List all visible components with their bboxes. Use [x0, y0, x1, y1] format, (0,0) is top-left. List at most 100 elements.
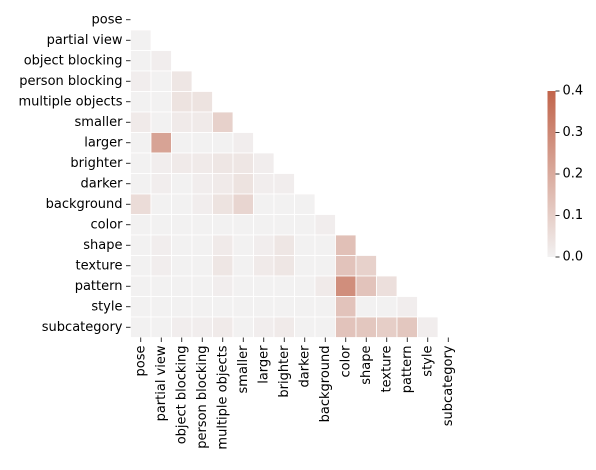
heatmap-cell	[232, 152, 254, 174]
heatmap-cell	[253, 255, 275, 277]
row-label: color	[90, 217, 123, 232]
heatmap-cell	[212, 214, 234, 236]
heatmap-cell	[355, 275, 377, 297]
heatmap-cell	[396, 316, 418, 338]
colorbar-tick-label: 0.4	[563, 84, 584, 99]
heatmap-cell	[294, 234, 316, 256]
heatmap-cell	[376, 296, 398, 318]
heatmap-cell	[273, 173, 295, 195]
column-label: pose	[133, 346, 148, 377]
heatmap-cell	[150, 70, 172, 92]
heatmap-cell	[212, 255, 234, 277]
heatmap-cell	[171, 91, 193, 113]
row-label: pose	[92, 12, 123, 27]
heatmap-cell	[130, 173, 152, 195]
heatmap-cell	[376, 316, 398, 338]
heatmap-cell	[294, 296, 316, 318]
heatmap-cell	[212, 275, 234, 297]
heatmap-cell	[150, 132, 172, 154]
heatmap-cell	[212, 234, 234, 256]
row-label: multiple objects	[18, 94, 122, 109]
heatmap-cell	[191, 152, 213, 174]
heatmap-cell	[232, 132, 254, 154]
heatmap-cell	[171, 193, 193, 215]
heatmap-cell	[130, 296, 152, 318]
column-label: texture	[379, 346, 394, 393]
heatmap-cell	[171, 132, 193, 154]
heatmap-cell	[212, 296, 234, 318]
heatmap-cell	[253, 214, 275, 236]
heatmap-cell	[130, 152, 152, 174]
heatmap-cell	[130, 214, 152, 236]
heatmap-cell	[150, 296, 172, 318]
colorbar-tick-label: 0.0	[563, 250, 584, 265]
row-label: brighter	[70, 156, 123, 171]
column-label: darker	[297, 345, 312, 388]
colorbar-tick-label: 0.1	[563, 208, 584, 223]
heatmap-cell	[171, 234, 193, 256]
heatmap-cell	[314, 234, 336, 256]
colorbar-tick-label: 0.3	[563, 125, 584, 140]
heatmap-cell	[294, 316, 316, 338]
row-label: darker	[81, 176, 124, 191]
heatmap-cell	[335, 255, 357, 277]
heatmap-cell	[273, 296, 295, 318]
heatmap-cell	[335, 296, 357, 318]
heatmap-cell	[232, 234, 254, 256]
row-label: partial view	[47, 33, 123, 48]
heatmap-cell	[150, 255, 172, 277]
row-label: person blocking	[19, 74, 122, 89]
row-label: object blocking	[24, 53, 123, 68]
heatmap-cell	[130, 91, 152, 113]
column-label: larger	[256, 345, 271, 384]
colorbar-gradient	[547, 91, 556, 257]
column-label: object blocking	[174, 346, 189, 445]
row-label: style	[91, 299, 122, 314]
heatmap-cell	[130, 234, 152, 256]
heatmap-cell	[273, 234, 295, 256]
heatmap-cell	[294, 193, 316, 215]
heatmap-cell	[150, 50, 172, 72]
heatmap-cell	[273, 316, 295, 338]
heatmap-cell	[253, 275, 275, 297]
heatmap-cell	[171, 111, 193, 133]
heatmap-cell	[171, 70, 193, 92]
row-label: texture	[76, 258, 123, 273]
row-label: shape	[83, 238, 122, 253]
heatmap-cell	[376, 275, 398, 297]
heatmap-cell	[253, 316, 275, 338]
heatmap-cell	[232, 255, 254, 277]
heatmap-cell	[150, 91, 172, 113]
heatmap-cell	[417, 316, 439, 338]
heatmap-cell	[232, 275, 254, 297]
colorbar-tick-label: 0.2	[563, 167, 584, 182]
heatmap-cell	[253, 152, 275, 174]
heatmap-cell	[232, 173, 254, 195]
heatmap-cell	[150, 234, 172, 256]
heatmap-cell	[253, 296, 275, 318]
heatmap-cell	[150, 275, 172, 297]
row-label: larger	[84, 135, 123, 150]
heatmap-cell	[171, 214, 193, 236]
heatmap-cell	[232, 193, 254, 215]
column-label: pattern	[400, 346, 415, 394]
heatmap-cell	[232, 316, 254, 338]
heatmap-cell	[355, 316, 377, 338]
heatmap-cell	[130, 70, 152, 92]
column-label: partial view	[154, 345, 169, 421]
column-label: smaller	[236, 345, 251, 394]
row-labels: pose partial view object blocking person bl…	[18, 12, 131, 335]
heatmap-cell	[232, 296, 254, 318]
heatmap-cell	[171, 255, 193, 277]
heatmap-cell	[191, 296, 213, 318]
heatmap-cell	[130, 316, 152, 338]
heatmap-cell	[253, 234, 275, 256]
heatmap-cell	[273, 255, 295, 277]
heatmap-cell	[335, 234, 357, 256]
heatmap-cell	[171, 316, 193, 338]
heatmap-cell	[130, 111, 152, 133]
column-labels: pose partial view object blocking person bl…	[133, 337, 456, 450]
heatmap-cell	[191, 173, 213, 195]
heatmap-cell	[335, 275, 357, 297]
